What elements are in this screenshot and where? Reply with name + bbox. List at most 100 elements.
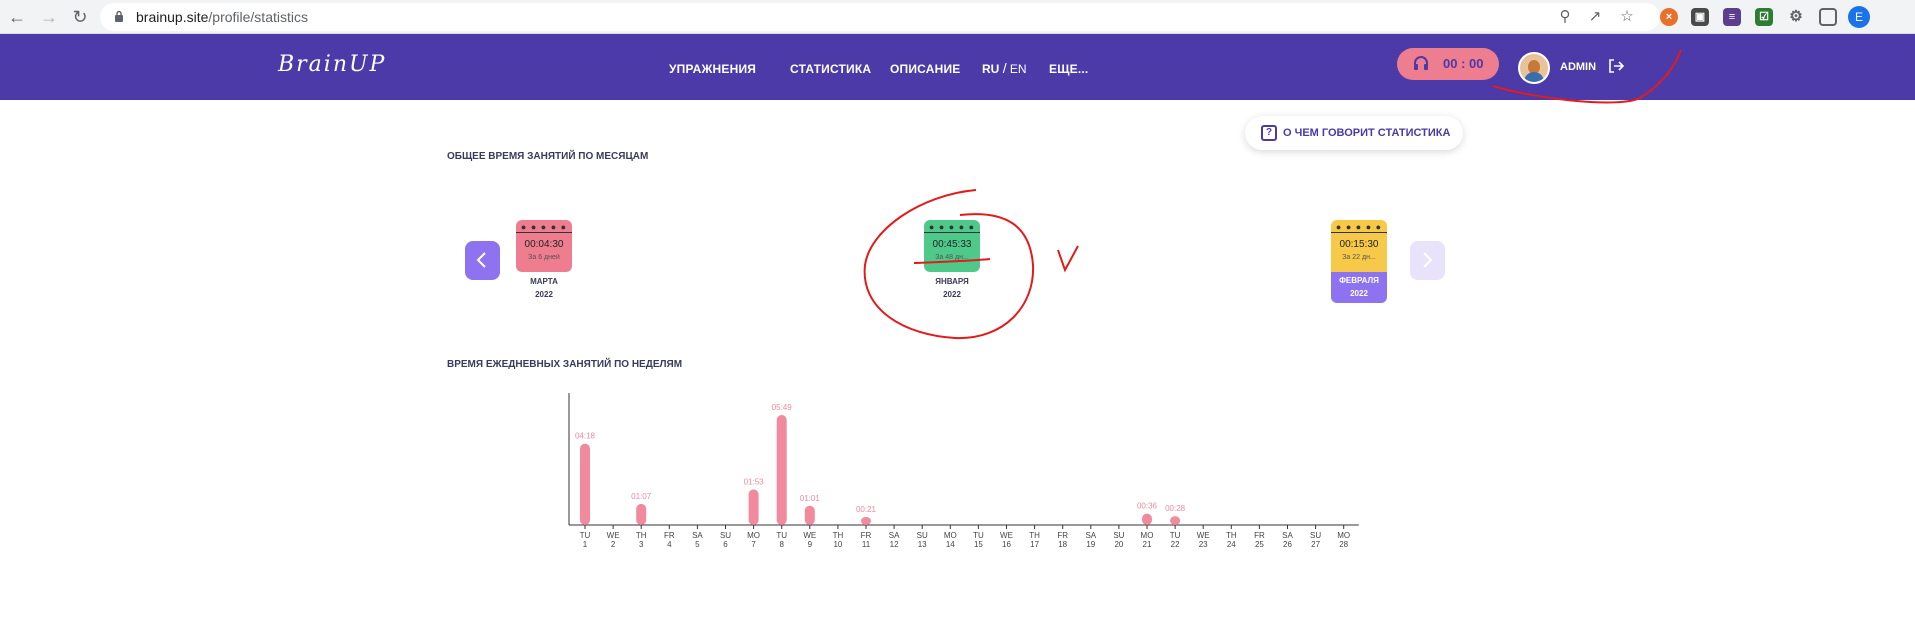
x-tick-day: 15 (974, 540, 983, 549)
x-tick-dow: SU (720, 531, 731, 540)
forward-arrow-icon[interactable]: → (40, 7, 58, 27)
x-tick-day: 8 (779, 540, 784, 549)
x-tick-day: 3 (639, 540, 644, 549)
bar-value-label: 00:21 (856, 505, 877, 514)
month-year: 2022 (1350, 289, 1368, 298)
x-tick-dow: WE (607, 531, 620, 540)
month-total-time: 00:04:30 (524, 239, 564, 250)
prev-month-button[interactable] (465, 241, 500, 280)
chart-bar (748, 489, 759, 525)
reload-icon[interactable]: ↻ (72, 7, 88, 27)
chart-bar (861, 517, 871, 525)
next-month-button[interactable] (1410, 241, 1445, 280)
x-tick-dow: MO (1337, 531, 1350, 540)
x-tick-dow: MO (1141, 531, 1154, 540)
month-name: МАРТА (530, 277, 558, 286)
x-tick-day: 19 (1086, 540, 1095, 549)
chevron-right-icon (1423, 252, 1433, 268)
logout-icon[interactable] (1608, 58, 1624, 74)
chart-bar (804, 505, 815, 525)
x-tick-dow: FR (861, 531, 872, 540)
bar-value-label: 05:49 (772, 403, 793, 412)
x-tick-day: 14 (946, 540, 955, 549)
brainup-logo[interactable]: BrainUP (278, 52, 387, 77)
x-tick-dow: TU (1170, 531, 1181, 540)
sidebar-extension-icon[interactable] (1819, 8, 1837, 26)
x-tick-day: 28 (1339, 540, 1348, 549)
x-tick-day: 10 (833, 540, 842, 549)
bookmark-star-icon[interactable]: ☆ (1620, 8, 1634, 25)
month-card-january[interactable]: ● ● ● ● ● 00:45:33 За 48 дн... (924, 220, 980, 272)
url-text[interactable]: brainup.site/profile/statistics (136, 9, 308, 25)
month-card-march[interactable]: ● ● ● ● ● 00:04:30 За 6 дней (516, 220, 572, 272)
question-icon: ? (1261, 125, 1277, 141)
x-tick-day: 27 (1311, 540, 1320, 549)
chart-bar (1142, 513, 1152, 525)
month-label-january: ЯНВАРЯ 2022 (917, 275, 987, 301)
user-name[interactable]: ADMIN (1560, 61, 1597, 73)
profile-avatar[interactable]: E (1848, 6, 1870, 28)
month-label-march: МАРТА 2022 (509, 275, 579, 301)
x-tick-day: 2 (611, 540, 616, 549)
month-year: 2022 (943, 290, 961, 299)
x-tick-dow: FR (664, 531, 675, 540)
x-tick-day: 17 (1030, 540, 1039, 549)
x-tick-day: 18 (1058, 540, 1067, 549)
puzzle-extension-icon[interactable]: ⚙ (1789, 8, 1803, 25)
nav-description[interactable]: ОПИСАНИЕ (890, 62, 961, 76)
lang-en[interactable]: EN (1009, 62, 1027, 76)
x-tick-day: 21 (1143, 540, 1152, 549)
x-tick-dow: WE (1197, 531, 1210, 540)
lang-ru[interactable]: RU (982, 62, 1000, 76)
x-tick-dow: TH (636, 531, 647, 540)
statistics-help-button[interactable]: ? О ЧЕМ ГОВОРИТ СТАТИСТИКА (1245, 116, 1463, 150)
chart-bar (636, 503, 647, 525)
x-tick-day: 4 (667, 540, 672, 549)
calendar-divider (1331, 232, 1387, 233)
x-tick-dow: SA (692, 531, 703, 540)
address-bar[interactable]: brainup.site/profile/statistics ⚲ ↗ ☆ (100, 3, 1660, 31)
orange-circle-extension-icon[interactable]: × (1660, 8, 1678, 26)
x-tick-dow: TH (1226, 531, 1237, 540)
x-tick-day: 5 (695, 540, 700, 549)
headphones-icon (1414, 56, 1428, 70)
zoom-icon[interactable]: ⚲ (1559, 8, 1571, 25)
monthly-section-title: ОБЩЕЕ ВРЕМЯ ЗАНЯТИЙ ПО МЕСЯЦАМ (447, 151, 649, 162)
x-tick-dow: MO (747, 531, 760, 540)
bar-value-label: 04:18 (575, 432, 596, 441)
month-year: 2022 (535, 290, 553, 299)
x-tick-dow: TH (1029, 531, 1040, 540)
bar-value-label: 01:07 (631, 492, 652, 501)
x-tick-dow: MO (944, 531, 957, 540)
url-domain: brainup.site (136, 9, 209, 25)
nav-exercises[interactable]: УПРАЖНЕНИЯ (669, 62, 757, 76)
url-path: /profile/statistics (208, 9, 308, 25)
avatar-body (1524, 72, 1544, 82)
x-tick-day: 25 (1255, 540, 1264, 549)
annotation-checkmark (1057, 245, 1079, 273)
nav-more[interactable]: ЕЩЕ... (1049, 62, 1089, 76)
bar-value-label: 01:53 (744, 477, 765, 486)
back-arrow-icon[interactable]: ← (8, 7, 26, 27)
lock-icon (115, 10, 123, 22)
calendar-rings: ● ● ● ● ● (520, 222, 568, 232)
tab-extension-icon[interactable]: ▣ (1691, 8, 1709, 26)
calendar-divider (516, 232, 572, 233)
purple-extension-icon[interactable]: ≡ (1723, 8, 1741, 26)
month-card-february[interactable]: ● ● ● ● ● 00:15:30 За 22 дн... (1331, 220, 1387, 272)
x-tick-dow: TU (776, 531, 787, 540)
x-tick-dow: SU (917, 531, 928, 540)
browser-toolbar: ← → ↻ brainup.site/profile/statistics ⚲ … (0, 0, 1915, 34)
share-icon[interactable]: ↗ (1588, 8, 1602, 25)
timer-button[interactable]: 00 : 00 (1397, 48, 1499, 80)
weekly-section-title: ВРЕМЯ ЕЖЕДНЕВНЫХ ЗАНЯТИЙ ПО НЕДЕЛЯМ (447, 359, 683, 370)
x-tick-dow: TH (833, 531, 844, 540)
nav-statistics[interactable]: СТАТИСТИКА (790, 62, 872, 76)
avatar[interactable] (1518, 52, 1550, 84)
calendar-rings: ● ● ● ● ● (1335, 222, 1383, 232)
green-extension-icon[interactable]: ☑ (1755, 8, 1773, 26)
x-tick-day: 1 (583, 540, 588, 549)
daily-bar-chart: TU104:18WE2TH301:07FR4SA5SU6MO701:53TU80… (568, 393, 1359, 549)
bar-value-label: 00:36 (1137, 502, 1158, 511)
language-switcher: RU / EN (982, 60, 1027, 76)
